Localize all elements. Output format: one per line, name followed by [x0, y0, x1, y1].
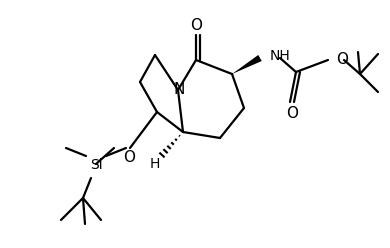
Text: O: O [190, 19, 202, 33]
Polygon shape [232, 55, 262, 74]
Text: O: O [286, 105, 298, 121]
Text: N: N [173, 82, 185, 96]
Text: O: O [336, 52, 348, 66]
Text: Si: Si [90, 158, 102, 172]
Text: NH: NH [270, 49, 291, 63]
Text: O: O [123, 151, 135, 165]
Text: H: H [150, 157, 160, 171]
